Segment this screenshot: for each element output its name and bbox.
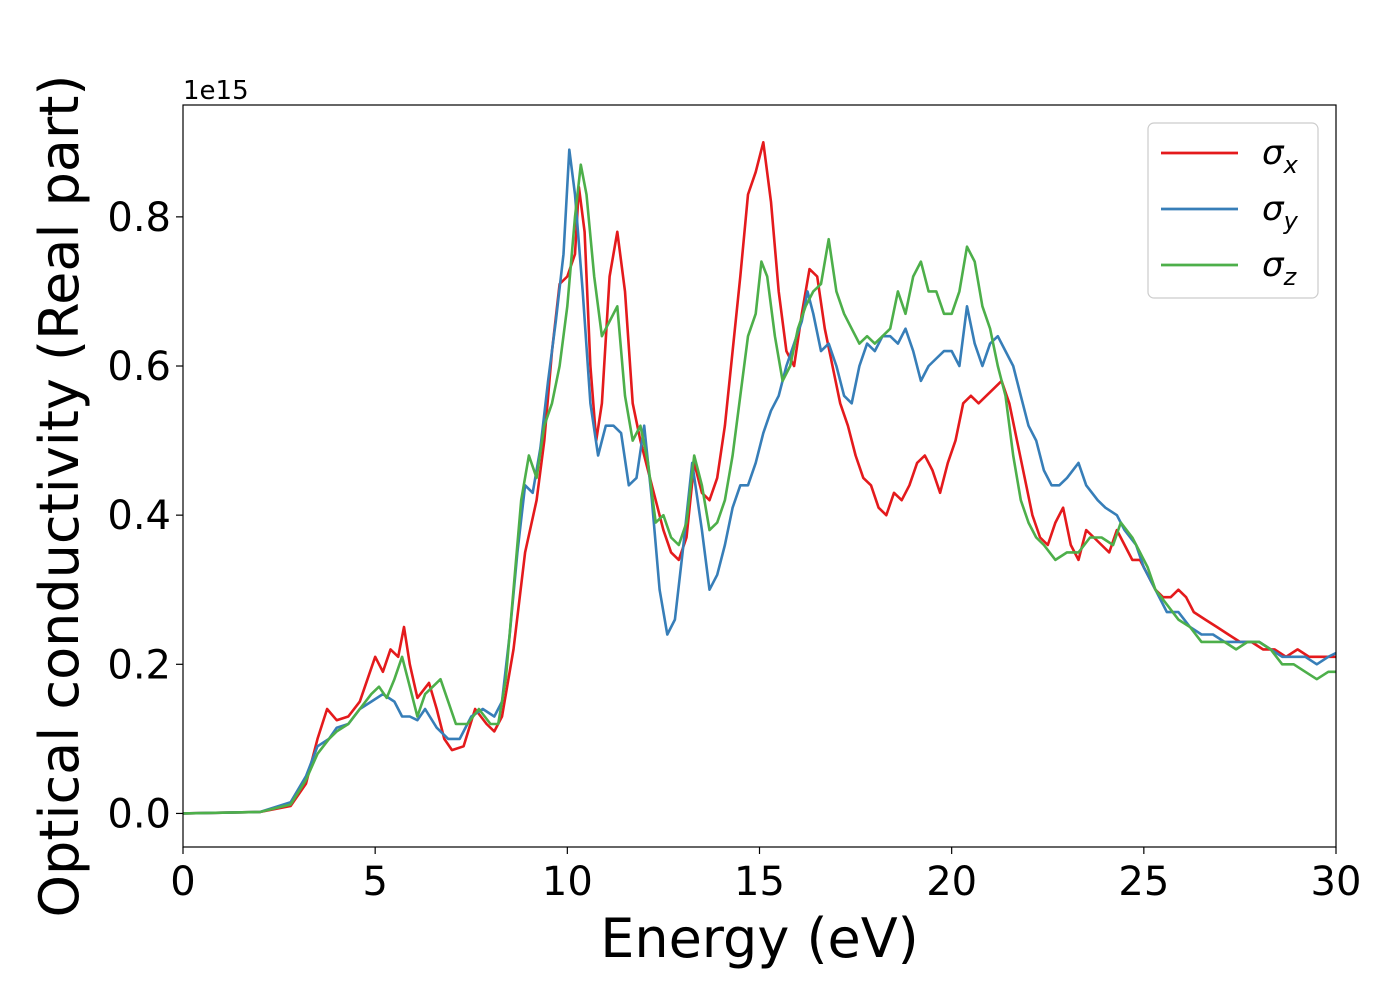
y-tick-label: 0.4 (107, 493, 171, 539)
axes-layer: 0 5 10 15 20 25 30 0.0 0.2 0.4 0.6 0.8 (107, 195, 1361, 905)
y-offset-label: 1e15 (183, 76, 249, 106)
series-line-x (182, 141, 1336, 815)
y-axis-label: Optical conductivity (Real part) (28, 75, 91, 918)
legend-subscript: x (1283, 151, 1299, 179)
x-axis-label: Energy (eV) (600, 907, 919, 970)
series-layer (182, 141, 1337, 815)
legend-box (1147, 122, 1319, 299)
x-tick-label: 20 (926, 859, 977, 905)
x-tick-label: 5 (362, 859, 387, 905)
y-tick-label: 0.0 (107, 791, 171, 837)
x-tick-label: 10 (542, 859, 593, 905)
legend-subscript: y (1283, 207, 1299, 235)
x-tick-label: 30 (1311, 859, 1362, 905)
legend-subscript: z (1283, 263, 1298, 291)
x-tick-label: 15 (734, 859, 785, 905)
x-tick-label: 0 (170, 859, 195, 905)
x-tick-label: 25 (1118, 859, 1169, 905)
y-tick-label: 0.6 (107, 344, 171, 390)
y-tick-label: 0.8 (107, 195, 171, 241)
y-tick-label: 0.2 (107, 642, 171, 688)
legend-label-x: σx (1262, 133, 1299, 179)
series-line-z (182, 163, 1336, 815)
